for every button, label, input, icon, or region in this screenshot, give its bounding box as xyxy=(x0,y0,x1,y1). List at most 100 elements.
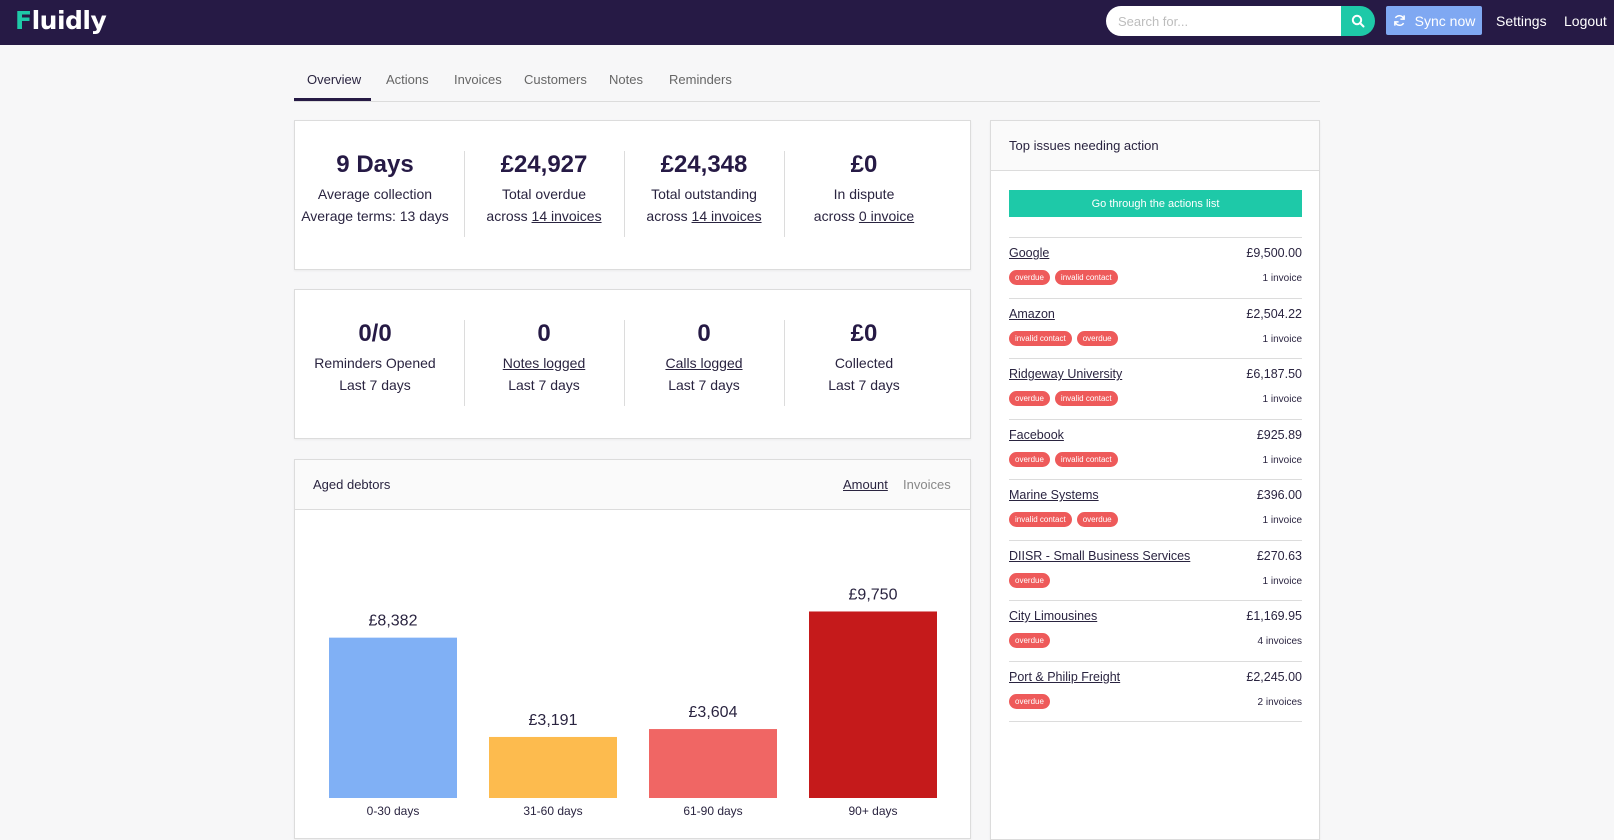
chart-bar[interactable] xyxy=(329,637,457,798)
search-button[interactable] xyxy=(1341,6,1375,36)
issues-title: Top issues needing action xyxy=(1009,138,1159,153)
search-input[interactable] xyxy=(1106,6,1342,36)
stat-calls-logged: 0 Calls logged Last 7 days xyxy=(624,320,784,396)
active-tab-indicator xyxy=(294,98,371,101)
stat-value: £24,927 xyxy=(500,151,588,178)
stat-collected: £0 Collected Last 7 days xyxy=(784,320,944,396)
overdue-invoices-link[interactable]: 14 invoices xyxy=(531,208,602,224)
stat-sublabel: Last 7 days xyxy=(339,377,411,393)
issue-row: Google £9,500.00 overdue invalid contact 1 i… xyxy=(1009,238,1302,299)
x-tick-label: 0-30 days xyxy=(367,804,420,818)
stat-average-collection: 9 Days Average collection Average terms:… xyxy=(295,151,455,227)
aged-debtors-chart: £8,382 0-30 days £3,191 31-60 days £3,604 61-… xyxy=(329,586,937,818)
issue-invoice-count: 1 invoice xyxy=(1262,454,1302,466)
issue-amount: £6,187.50 xyxy=(1246,367,1302,381)
x-tick-label: 61-90 days xyxy=(683,804,742,818)
outstanding-invoices-link[interactable]: 14 invoices xyxy=(691,208,762,224)
issue-invoice-count: 1 invoice xyxy=(1262,333,1302,345)
issue-customer-link[interactable]: City Limousines xyxy=(1009,609,1098,623)
issue-customer-link[interactable]: Port & Philip Freight xyxy=(1009,669,1121,684)
main-tabs: Overview Actions Invoices Customers Note… xyxy=(294,70,1320,102)
status-badge: overdue xyxy=(1009,693,1050,709)
stat-sublabel: across 14 invoices xyxy=(464,205,624,227)
issue-invoice-count: 4 invoices xyxy=(1257,636,1302,647)
activity-stats-card: 0/0 Reminders Opened Last 7 days 0 Notes… xyxy=(294,289,971,439)
status-badge: invalid contact xyxy=(1009,512,1072,527)
x-tick-label: 31-60 days xyxy=(523,804,582,818)
stat-value: 9 Days xyxy=(336,151,414,178)
chart-bar[interactable] xyxy=(809,611,937,798)
issue-customer-link[interactable]: Ridgeway University xyxy=(1009,367,1123,381)
issue-tags: invalid contact overdue xyxy=(1009,330,1118,346)
sync-now-button[interactable]: Sync now xyxy=(1386,6,1482,35)
issue-customer-link[interactable]: DIISR - Small Business Services xyxy=(1009,548,1191,563)
stat-prefix: across xyxy=(813,208,856,224)
tab-invoices[interactable]: Invoices xyxy=(454,72,502,87)
issue-customer-link[interactable]: Marine Systems xyxy=(1009,488,1099,502)
chart-bar[interactable] xyxy=(649,729,777,798)
status-badge: overdue xyxy=(1009,633,1050,648)
stat-divider xyxy=(464,151,465,237)
issue-tags: invalid contact overdue xyxy=(1009,512,1118,527)
status-badge: invalid contact xyxy=(1009,330,1072,346)
dispute-invoices-link[interactable]: 0 invoice xyxy=(858,208,915,224)
toggle-amount[interactable]: Amount xyxy=(843,477,888,492)
issue-row: City Limousines £1,169.95 overdue 4 invoice… xyxy=(1009,601,1302,662)
actions-list-button[interactable]: Go through the actions list xyxy=(1009,190,1302,217)
tab-actions[interactable]: Actions xyxy=(386,72,429,87)
status-badge: invalid contact xyxy=(1054,451,1118,467)
tab-reminders[interactable]: Reminders xyxy=(669,72,732,87)
issue-tags: overdue xyxy=(1009,693,1050,709)
stat-label: Total outstanding xyxy=(651,186,757,202)
tab-overview[interactable]: Overview xyxy=(307,72,362,87)
magnifier-icon xyxy=(1351,14,1365,28)
stat-reminders-opened: 0/0 Reminders Opened Last 7 days xyxy=(295,320,455,396)
logout-link[interactable]: Logout xyxy=(1564,13,1607,29)
stat-notes-logged: 0 Notes logged Last 7 days xyxy=(464,320,624,396)
bar-value-label: £3,604 xyxy=(689,704,738,721)
top-navbar: Fluidly Sync now Settings Logout xyxy=(0,0,1614,45)
toggle-invoices[interactable]: Invoices xyxy=(903,477,951,492)
stat-sublabel: Average terms: 13 days xyxy=(301,208,449,224)
issue-row: Amazon £2,504.22 invalid contact overdue 1 i… xyxy=(1009,299,1302,359)
issues-header: Top issues needing action xyxy=(991,121,1319,171)
issues-list: Google £9,500.00 overdue invalid contact 1 i… xyxy=(1009,237,1302,722)
stat-divider xyxy=(464,320,465,406)
issue-tags: overdue xyxy=(1009,572,1050,588)
issue-invoice-count: 2 invoices xyxy=(1257,696,1302,708)
issue-customer-link[interactable]: Facebook xyxy=(1009,427,1064,442)
stat-label: Average collection xyxy=(317,186,433,202)
status-badge: overdue xyxy=(1009,572,1050,588)
calls-logged-link[interactable]: Calls logged xyxy=(665,355,743,371)
stat-sublabel: Last 7 days xyxy=(668,377,740,393)
bar-value-label: £3,191 xyxy=(529,712,578,729)
issue-amount: £925.89 xyxy=(1256,427,1302,442)
logo-text: luidly xyxy=(31,6,107,35)
stat-value: 0 xyxy=(537,320,551,347)
stat-label: Collected xyxy=(834,355,894,371)
tab-notes[interactable]: Notes xyxy=(609,72,643,87)
chart-bar[interactable] xyxy=(489,736,617,798)
stat-divider xyxy=(784,320,785,406)
status-badge: overdue xyxy=(1009,391,1050,406)
fluidly-logo[interactable]: Fluidly xyxy=(15,6,107,35)
stat-label: Reminders Opened xyxy=(314,355,436,371)
issue-customer-link[interactable]: Google xyxy=(1009,246,1050,260)
stat-sublabel: across 14 invoices xyxy=(624,205,784,227)
tab-customers[interactable]: Customers xyxy=(524,72,587,87)
issue-amount: £2,504.22 xyxy=(1246,306,1302,321)
settings-link[interactable]: Settings xyxy=(1496,13,1547,29)
stat-value: 0 xyxy=(697,320,711,347)
summary-stats-card: 9 Days Average collection Average terms:… xyxy=(294,120,971,270)
stat-divider xyxy=(784,151,785,237)
notes-logged-link[interactable]: Notes logged xyxy=(502,355,586,371)
aged-debtors-header: Aged debtors Amount Invoices xyxy=(295,460,970,510)
issue-row: Ridgeway University £6,187.50 overdue inval… xyxy=(1009,359,1302,420)
stat-prefix: across xyxy=(646,208,688,224)
top-issues-panel: Top issues needing action Go through the… xyxy=(990,120,1320,840)
issue-amount: £2,245.00 xyxy=(1246,669,1302,684)
issue-amount: £1,169.95 xyxy=(1246,609,1302,623)
issue-amount: £270.63 xyxy=(1256,548,1302,563)
issue-row: DIISR - Small Business Services £270.63 ov… xyxy=(1009,541,1302,601)
issue-customer-link[interactable]: Amazon xyxy=(1009,306,1055,321)
